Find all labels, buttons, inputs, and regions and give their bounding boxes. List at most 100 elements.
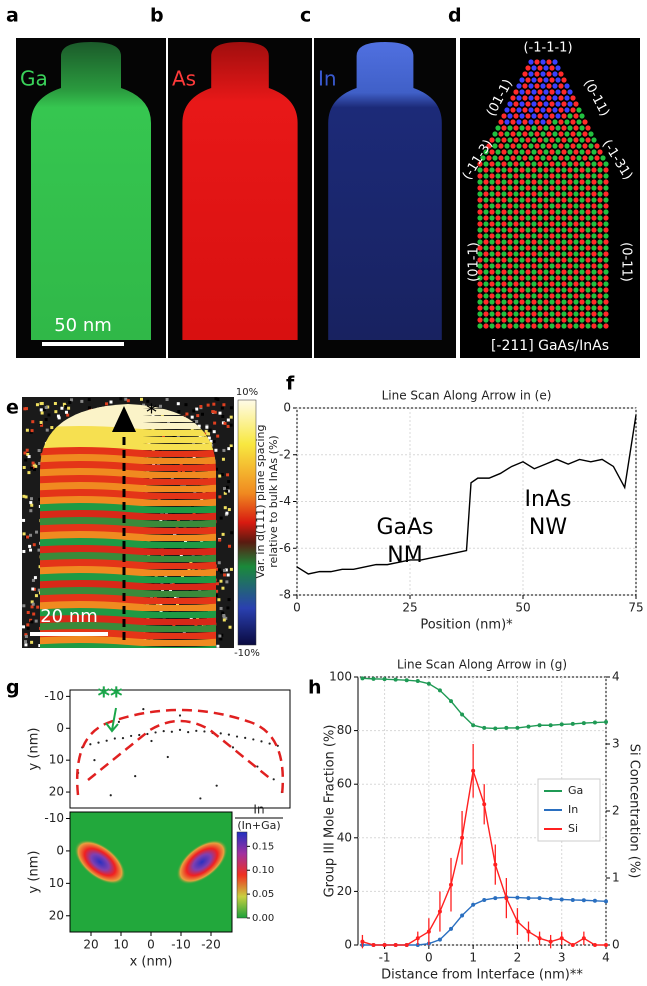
atom <box>603 269 609 275</box>
noise-pixel <box>176 402 180 406</box>
atom <box>603 221 609 227</box>
atom <box>537 233 543 239</box>
atom <box>585 173 591 179</box>
atom <box>555 311 561 317</box>
atom <box>477 221 483 227</box>
atom <box>558 155 564 161</box>
atom <box>597 173 603 179</box>
atom <box>579 191 585 197</box>
atom <box>525 227 531 233</box>
atom <box>477 191 483 197</box>
noise-pixel <box>225 511 229 515</box>
atom <box>525 77 531 83</box>
atom <box>549 185 555 191</box>
atom <box>585 197 591 203</box>
atom <box>588 131 594 137</box>
atoms <box>477 59 609 329</box>
y-tick-label: -6 <box>279 541 291 555</box>
atom <box>585 317 591 323</box>
noise-pixel <box>24 643 28 647</box>
atom <box>585 191 591 197</box>
atom <box>519 215 525 221</box>
atom <box>555 197 561 203</box>
atom <box>591 167 597 173</box>
atom <box>531 293 537 299</box>
atom <box>504 143 510 149</box>
atom <box>528 119 534 125</box>
noise-pixel <box>37 448 41 452</box>
atom <box>525 197 531 203</box>
x-tick-label: 1 <box>469 951 477 965</box>
atom <box>555 149 561 155</box>
marker <box>415 936 420 941</box>
atom <box>492 155 498 161</box>
y-tick-label: 20 <box>49 908 64 922</box>
atom <box>507 203 513 209</box>
atom <box>567 281 573 287</box>
atom <box>483 239 489 245</box>
marker <box>570 943 575 947</box>
atom <box>537 185 543 191</box>
marker <box>537 936 542 941</box>
atom <box>519 167 525 173</box>
point <box>199 797 202 800</box>
atom <box>504 119 510 125</box>
atom <box>519 137 525 143</box>
strain-band <box>40 643 216 648</box>
atom <box>513 215 519 221</box>
noise-pixel <box>174 595 178 599</box>
atom <box>483 287 489 293</box>
noise-pixel <box>31 461 35 465</box>
annotation: InAs <box>525 487 572 512</box>
noise-pixel <box>36 605 40 609</box>
chart-title: Line Scan Along Arrow in (e) <box>382 389 552 403</box>
atom <box>543 203 549 209</box>
marker <box>581 936 586 941</box>
y-tick-label: -4 <box>279 494 291 508</box>
atom <box>561 161 567 167</box>
atom <box>603 215 609 221</box>
noise-pixel <box>230 531 234 535</box>
atom <box>537 287 543 293</box>
atom <box>603 281 609 287</box>
noise-pixel <box>37 588 41 592</box>
atom <box>537 293 543 299</box>
noise-pixel <box>229 415 233 419</box>
noise-pixel <box>220 473 224 477</box>
atom <box>555 191 561 197</box>
atom <box>483 191 489 197</box>
atom <box>591 311 597 317</box>
atom <box>489 137 495 143</box>
atom <box>555 89 561 95</box>
point <box>130 734 133 738</box>
atom <box>477 161 483 167</box>
y2-tick-label: 3 <box>612 737 620 751</box>
atom <box>531 179 537 185</box>
atom <box>525 209 531 215</box>
atom <box>519 269 525 275</box>
atom <box>600 155 606 161</box>
atom <box>597 191 603 197</box>
atom <box>519 299 525 305</box>
atom <box>477 209 483 215</box>
atom <box>603 191 609 197</box>
atom <box>567 203 573 209</box>
scale-bar-label: 50 nm <box>54 315 112 336</box>
atom <box>570 95 576 101</box>
atom <box>507 239 513 245</box>
nanowire <box>31 42 151 340</box>
atom <box>477 173 483 179</box>
atom <box>507 227 513 233</box>
y-axis-label: y (nm) <box>27 851 42 894</box>
noise-pixel <box>226 424 230 428</box>
marker <box>548 896 553 901</box>
atom <box>597 287 603 293</box>
atom <box>495 137 501 143</box>
atom <box>579 317 585 323</box>
atom <box>513 221 519 227</box>
atom <box>579 113 585 119</box>
noise-pixel <box>220 406 224 410</box>
atom <box>489 215 495 221</box>
atom <box>603 293 609 299</box>
noise-pixel <box>212 430 216 434</box>
